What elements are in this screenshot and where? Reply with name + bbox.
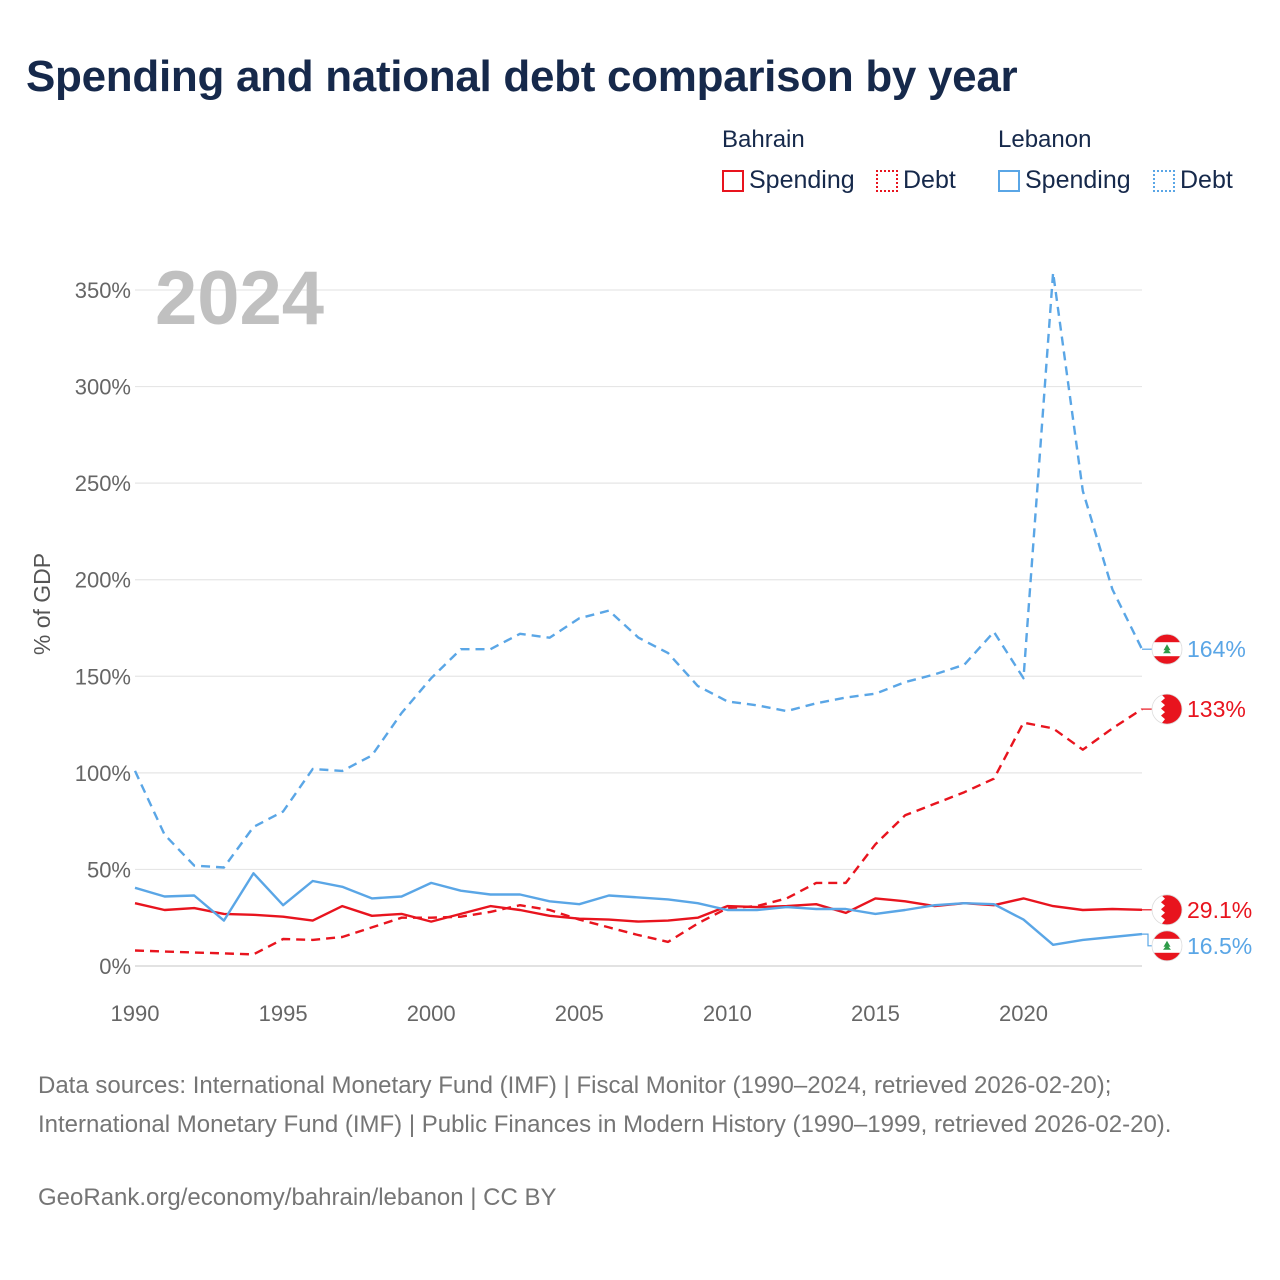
grid [135,289,1142,967]
lebanon-flag-icon [1151,930,1183,962]
axes: 0% 50% 100% 150% 200% 250% 300% 350% 1990 1995 200… [75,278,1048,1026]
series-line-lebanon-debt[interactable] [133,271,1144,869]
legend-swatch-dotted-blue [1153,169,1175,192]
legend-bahrain-debt[interactable]: Debt [876,166,956,195]
x-tick-label: 2005 [555,1001,604,1026]
year-watermark: 2024 [155,256,324,341]
legend-lebanon-debt[interactable]: Debt [1153,166,1233,195]
legend-country-lebanon: Lebanon [998,126,1092,153]
end-label-leader [1142,933,1153,947]
y-axis-label: % of GDP [29,553,55,655]
legend-swatch-solid-red [722,169,744,192]
legend-swatch-dotted-red [876,169,898,192]
legend-label: Spending [749,166,855,194]
legend-country-bahrain: Bahrain [722,126,805,153]
y-tick-label: 250% [75,471,131,496]
x-tick-label: 1995 [259,1001,308,1026]
chart-title: Spending and national debt comparison by… [26,52,1018,101]
lebanon-flag-icon [1151,633,1183,665]
x-tick-label: 2010 [703,1001,752,1026]
legend-lebanon-spending[interactable]: Spending [998,166,1131,195]
data-sources: Data sources: International Monetary Fun… [38,1072,1172,1138]
y-tick-label: 350% [75,278,131,303]
bahrain-flag-icon [1151,894,1183,926]
legend-swatch-solid-blue [998,169,1020,192]
x-tick-label: 2015 [851,1001,900,1026]
legend-label: Spending [1025,166,1131,194]
y-tick-label: 150% [75,664,131,689]
legend: Bahrain Lebanon Spending Debt Spending D… [0,122,1280,202]
series-line-bahrain-debt[interactable] [134,708,1143,956]
y-tick-label: 200% [75,568,131,593]
x-tick-label: 2000 [407,1001,456,1026]
end-value-label: 164% [1187,636,1246,662]
series [133,271,1144,956]
end-labels: 164% 133% 29.1% 16.5% [1142,633,1252,962]
legend-label: Debt [1180,166,1233,194]
legend-label: Debt [903,166,956,194]
x-tick-label: 2020 [999,1001,1048,1026]
y-tick-label: 100% [75,761,131,786]
legend-bahrain-spending[interactable]: Spending [722,166,855,195]
x-tick-label: 1990 [111,1001,160,1026]
end-value-label: 16.5% [1187,933,1252,959]
end-value-label: 133% [1187,696,1246,722]
y-tick-label: 0% [99,954,131,979]
bahrain-flag-icon [1151,693,1183,725]
credit-link[interactable]: GeoRank.org/economy/bahrain/lebanon | CC… [38,1184,557,1211]
end-value-label: 29.1% [1187,897,1252,923]
y-tick-label: 50% [87,857,131,882]
series-line-lebanon-spending[interactable] [134,872,1143,946]
y-tick-label: 300% [75,375,131,400]
